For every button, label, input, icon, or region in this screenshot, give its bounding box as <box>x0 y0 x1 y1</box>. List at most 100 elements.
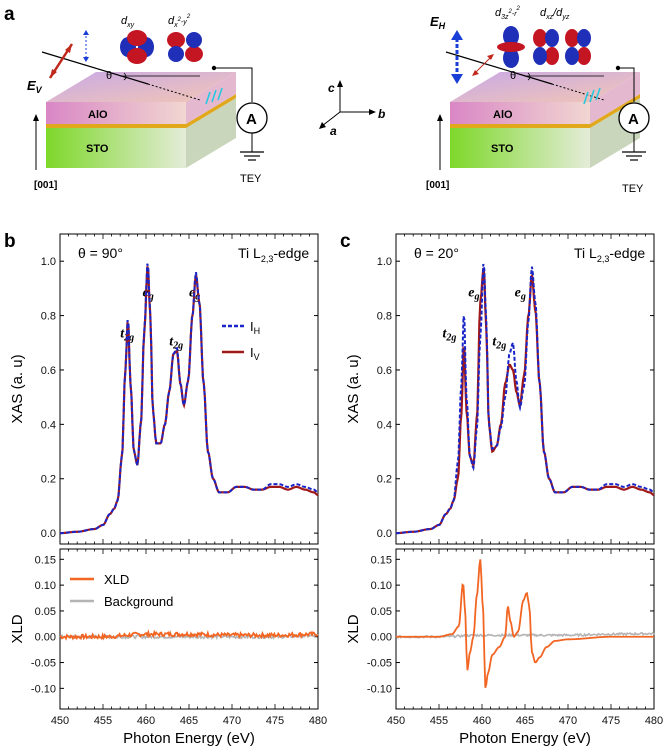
y-tick-label: 0.00 <box>35 632 56 644</box>
y-tick-label: 0.0 <box>41 528 56 540</box>
x-axis-label: Photon Energy (eV) <box>459 730 591 747</box>
x-axis-label: Photon Energy (eV) <box>123 730 255 747</box>
spin-arrows-icon <box>583 87 601 105</box>
orbital-dxy-label: dxy <box>121 15 135 29</box>
xray-beam <box>41 51 149 85</box>
chart-b-xld: -0.10 -0.05 0.00 0.05 0.10 0.15 450 455 460 465 47… <box>9 548 327 747</box>
x-tick-label: 455 <box>430 715 448 727</box>
y-tick-label: 0.05 <box>35 606 56 618</box>
charts-layer: 0.0 0.2 0.4 0.6 0.8 1.0 XAS (a. u) θ = 90° Ti L2… <box>9 233 663 747</box>
y-tick-label: 0.05 <box>371 606 392 618</box>
edge-label: Ti L2,3-edge <box>238 245 309 264</box>
eh-arrow-head-bottom <box>451 74 463 84</box>
y-tick-label: 0.15 <box>35 554 56 566</box>
xray-beam-dashed <box>147 83 201 101</box>
x-tick-label: 465 <box>180 715 198 727</box>
y-tick-label: 0.2 <box>41 474 56 486</box>
axis-b-label: b <box>378 107 385 121</box>
alo-top-face <box>46 72 236 102</box>
y-tick-label: 0.8 <box>377 311 392 323</box>
direction-label: [001] <box>34 180 57 191</box>
series-i-h <box>395 263 655 535</box>
peak-label: t2g <box>442 326 456 343</box>
x-tick-label: 450 <box>51 715 69 727</box>
orbital-dx2y2-label: dx2-y2 <box>168 14 191 29</box>
y-tick-label: 0.8 <box>41 311 56 323</box>
ev-label: EV <box>27 78 43 95</box>
alo-side-face <box>590 72 640 124</box>
y-tick-label: 0.2 <box>377 474 392 486</box>
orbital-d3z2r2-icon <box>497 26 525 68</box>
eh-label: EH <box>430 14 446 31</box>
x-tick-label: 475 <box>602 715 620 727</box>
panel-label-b: b <box>4 231 16 252</box>
orbital-d3z2r2-label: d3z2-r2 <box>495 6 521 21</box>
x-tick-label: 475 <box>266 715 284 727</box>
y-tick-label: -0.10 <box>367 683 392 695</box>
direction-label: [001] <box>426 180 449 191</box>
ev-arrow-head-bottom <box>50 69 57 78</box>
interface-layer <box>46 94 236 128</box>
x-tick-label: 465 <box>516 715 534 727</box>
chart-title: θ = 90° <box>78 245 123 261</box>
series-xld <box>59 629 319 641</box>
alo-label: AlO <box>88 109 108 121</box>
series-i-v <box>59 266 319 535</box>
ev-minor-arrow <box>473 55 493 75</box>
y-tick-label: 1.0 <box>41 256 56 268</box>
wire-top <box>214 67 253 102</box>
eh-minor-head-top <box>83 30 89 35</box>
legend-label: Background <box>104 594 173 609</box>
plot-frame <box>395 233 655 545</box>
y-tick-label: 0.4 <box>377 419 392 431</box>
y-axis-label: XAS (a. u) <box>9 354 26 423</box>
series-i-v <box>395 267 655 535</box>
theta-label: θ <box>510 70 516 82</box>
y-tick-label: -0.10 <box>31 683 56 695</box>
x-tick-label: 470 <box>223 715 241 727</box>
y-tick-label: 0.15 <box>371 554 392 566</box>
alo-side-face <box>186 72 236 124</box>
series-i-h <box>59 263 319 535</box>
orbital-dxzdyz-label: dxz/dyz <box>540 7 570 21</box>
x-tick-label: 480 <box>645 715 663 727</box>
eh-minor-head-bottom <box>83 57 89 62</box>
chart-c-xld: -0.10 -0.05 0.00 0.05 0.10 0.15 450 455 460 465 47… <box>345 548 663 747</box>
wire-top <box>618 67 635 102</box>
chart-c-xas: 0.0 0.2 0.4 0.6 0.8 1.0 XAS (a. u) θ = 20° Ti L2… <box>345 233 655 545</box>
sto-label: STO <box>491 143 514 155</box>
peak-label: t2g <box>169 334 183 351</box>
y-tick-label: 0.4 <box>41 419 56 431</box>
sto-side-face <box>186 98 236 168</box>
alo-front-face <box>46 102 186 124</box>
eh-arrow-head-top <box>451 30 463 40</box>
ammeter-label: A <box>628 111 639 128</box>
x-tick-label: 460 <box>137 715 155 727</box>
ammeter-label: A <box>246 111 257 128</box>
y-axis-label: XAS (a. u) <box>345 354 362 423</box>
axis-c-label: c <box>328 81 335 95</box>
axis-a-line <box>321 111 341 127</box>
legend-label: IH <box>250 319 260 336</box>
y-tick-label: 0.10 <box>371 580 392 592</box>
x-tick-label: 455 <box>94 715 112 727</box>
x-tick-label: 450 <box>387 715 405 727</box>
legend-label: IV <box>250 345 260 362</box>
xray-beam-dashed <box>551 83 605 101</box>
crystal-axes: c b a <box>319 80 385 138</box>
y-tick-label: 0.0 <box>377 528 392 540</box>
axis-a-label: a <box>330 124 337 138</box>
series-xld <box>396 559 654 688</box>
panel-label-a: a <box>4 4 15 25</box>
y-tick-label: -0.05 <box>367 658 392 670</box>
y-tick-label: -0.05 <box>31 658 56 670</box>
peak-label: eg <box>189 286 200 303</box>
orbital-dxzdyz-icon <box>533 29 591 65</box>
y-tick-label: 0.6 <box>377 365 392 377</box>
y-tick-label: 0.00 <box>371 632 392 644</box>
y-axis-label: XLD <box>9 614 26 643</box>
spin-arrows-icon <box>205 87 223 105</box>
y-tick-label: 1.0 <box>377 256 392 268</box>
tey-label: TEY <box>622 183 644 195</box>
